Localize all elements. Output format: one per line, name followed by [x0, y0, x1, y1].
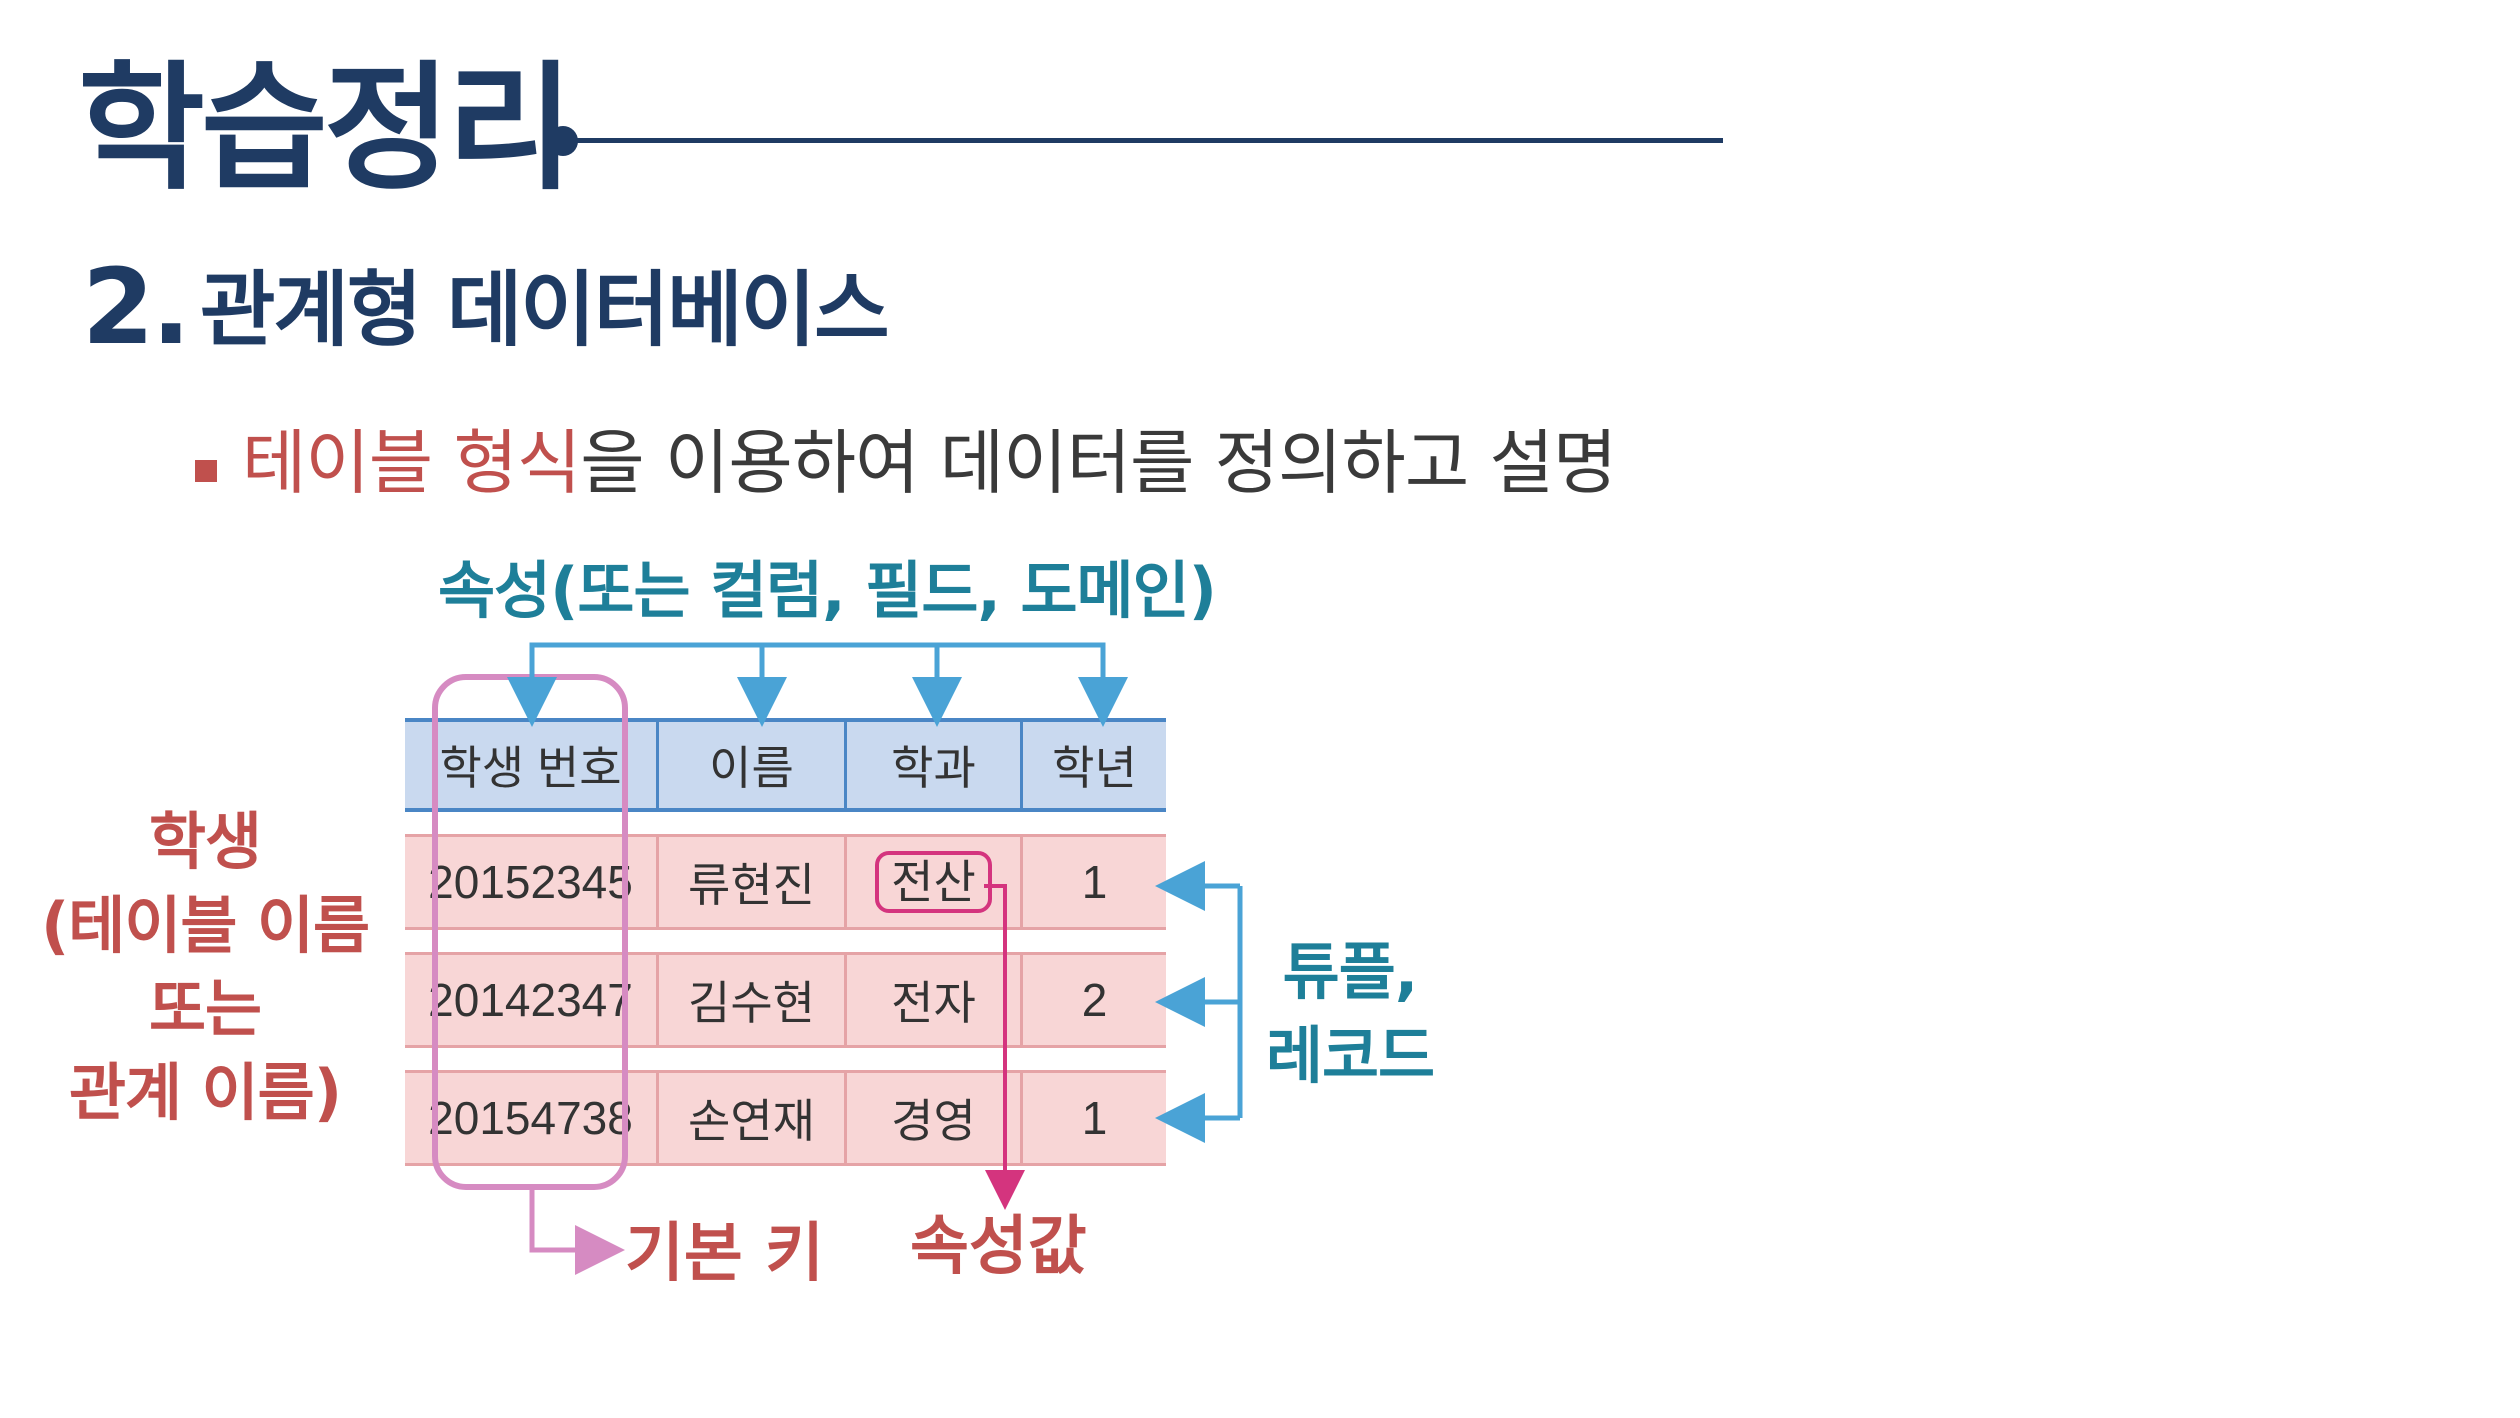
header-cell: 학년: [1023, 718, 1166, 812]
table-row: 20152345 류현진 전산 1: [405, 834, 1166, 930]
table-cell: 김수현: [659, 952, 847, 1048]
table-cell: 경영: [847, 1070, 1023, 1166]
table-row: 20142347 김수현 전자 2: [405, 952, 1166, 1048]
table-cell: 2: [1023, 952, 1166, 1048]
table-cell: 전산: [847, 834, 1023, 930]
table-cell: 전자: [847, 952, 1023, 1048]
tuple-label-line: 튜플,: [1282, 935, 1419, 1008]
table-name-label: 학생 (테이블 이름 또는 관계 이름): [30, 800, 380, 1135]
primary-key-label: 기본 키: [625, 1217, 824, 1291]
student-table: 학생 번호 이름 학과 학년 20152345 류현진 전산 1 2014234…: [405, 718, 1166, 1166]
title-divider: [548, 138, 1723, 143]
table-cell: 20152345: [405, 834, 659, 930]
bullet-highlight: 테이블 형식: [242, 422, 581, 504]
attribute-value-connector: [984, 884, 1025, 1210]
table-header-row: 학생 번호 이름 학과 학년: [405, 718, 1166, 812]
tuple-label-line: 레코드: [1265, 1018, 1435, 1092]
tuple-label: 튜플, 레코드: [1260, 930, 1440, 1097]
bullet-marker: [195, 460, 217, 482]
table-name-line: 또는: [148, 972, 262, 1046]
section-number: 2.: [82, 246, 191, 368]
title-divider-dot: [548, 126, 578, 156]
table-cell: 1: [1023, 1070, 1166, 1166]
page-title: 학습정리: [78, 48, 574, 209]
attribute-bracket: [529, 642, 1106, 708]
section-title: 관계형 데이터베이스: [200, 263, 890, 358]
header-cell: 이름: [659, 718, 847, 812]
table-cell: 손연재: [659, 1070, 847, 1166]
primary-key-connector: [529, 1190, 625, 1275]
table-cell: 20142347: [405, 952, 659, 1048]
table-name-line: 학생: [148, 805, 262, 878]
attribute-value-highlight: 전산: [875, 850, 992, 914]
bullet-rest: 을 이용하여 데이터를 정의하고 설명: [580, 422, 1617, 504]
table-cell: 류현진: [659, 834, 847, 930]
table-row: 20154738 손연재 경영 1: [405, 1070, 1166, 1166]
attribute-value-label: 속성값: [910, 1210, 1087, 1284]
table-cell: 1: [1023, 834, 1166, 930]
bullet-text: 테이블 형식을 이용하여 데이터를 정의하고 설명: [242, 428, 1617, 498]
attribute-label: 속성(또는 컬럼, 필드, 도메인): [438, 554, 1217, 627]
table-name-line: 관계 이름): [68, 1056, 342, 1130]
table-name-line: (테이블 이름: [40, 888, 370, 962]
header-cell: 학과: [847, 718, 1023, 812]
table-cell: 20154738: [405, 1070, 659, 1166]
